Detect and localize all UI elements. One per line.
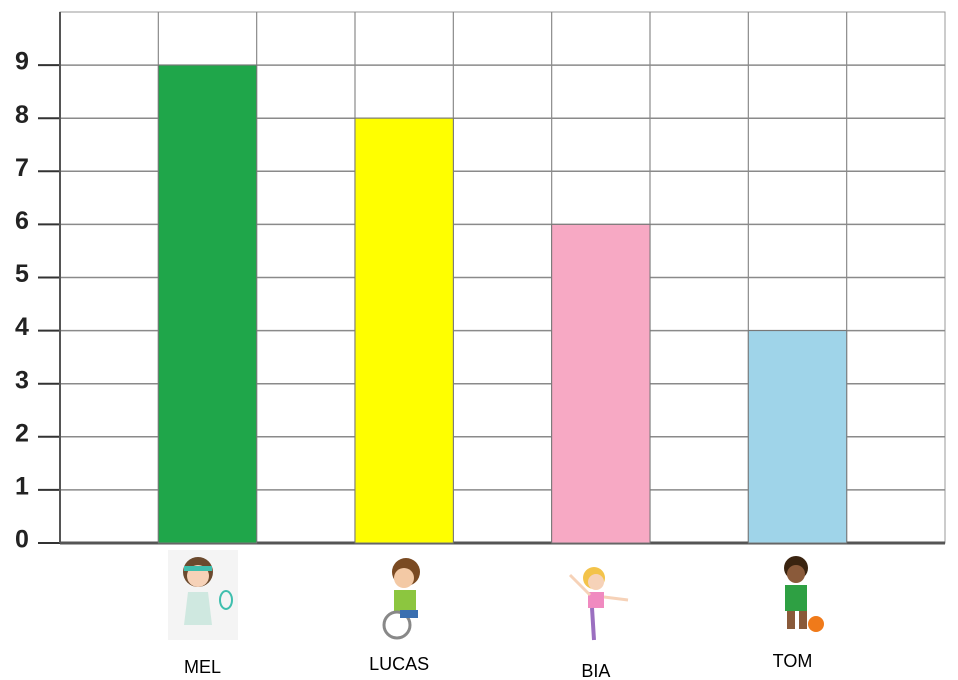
x-tick-label: LUCAS <box>369 654 429 674</box>
bar <box>355 118 453 543</box>
y-tick-label: 8 <box>15 101 29 129</box>
y-tick-label: 2 <box>15 419 29 447</box>
icon-lucas <box>384 558 420 638</box>
y-tick-label: 4 <box>15 313 29 341</box>
y-tick-label: 0 <box>15 526 29 554</box>
y-tick-label: 9 <box>15 48 29 76</box>
bar <box>552 224 650 543</box>
icon-mel <box>168 550 238 640</box>
character-icons <box>168 550 824 640</box>
x-tick-label: TOM <box>773 651 813 671</box>
page: 0 1 2 3 4 5 6 7 8 9 MEL LUCAS BIA TOM <box>0 0 958 680</box>
y-tick-label: 1 <box>15 473 29 501</box>
x-tick-label: MEL <box>184 657 221 677</box>
y-tick-label: 3 <box>15 366 29 394</box>
chart: 0 1 2 3 4 5 6 7 8 9 MEL LUCAS BIA TOM <box>0 0 958 680</box>
icon-tom <box>784 556 824 632</box>
bar <box>158 65 256 543</box>
icon-bia <box>570 567 628 640</box>
x-tick-label: BIA <box>581 661 610 680</box>
y-tick-label: 7 <box>15 154 29 182</box>
y-tick-label: 5 <box>15 260 29 288</box>
bar <box>748 331 846 543</box>
y-tick-label: 6 <box>15 207 29 235</box>
